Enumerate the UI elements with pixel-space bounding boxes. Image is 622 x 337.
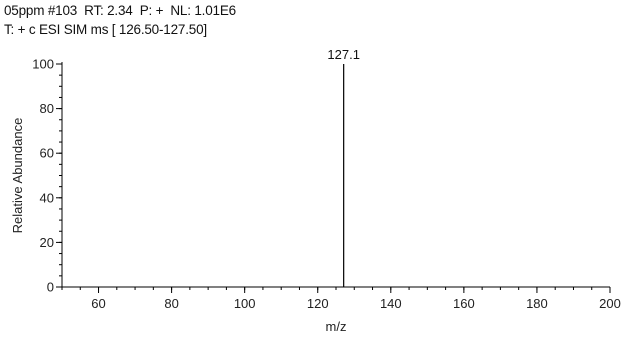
x-tick-label: 120 xyxy=(307,296,329,311)
peak-label: 127.1 xyxy=(327,47,360,62)
y-axis-label: Relative Abundance xyxy=(10,118,25,234)
x-tick-label: 140 xyxy=(380,296,402,311)
minor-ticks xyxy=(59,63,611,290)
x-axis-label: m/z xyxy=(326,319,347,334)
x-tick-label: 100 xyxy=(234,296,256,311)
y-tick-label: 100 xyxy=(32,57,54,72)
y-tick-label: 0 xyxy=(47,280,54,295)
spectrum-peaks: 127.1 xyxy=(327,47,360,287)
y-tick-label: 80 xyxy=(40,101,54,116)
x-tick-label: 180 xyxy=(526,296,548,311)
scan-info-header: 05ppm #103 RT: 2.34 P: + NL: 1.01E6 xyxy=(4,3,236,18)
x-axis-ticks: 60 80 100 120 140 160 180 200 xyxy=(91,287,621,311)
x-tick-label: 200 xyxy=(599,296,621,311)
y-tick-label: 40 xyxy=(40,190,54,205)
x-tick-label: 60 xyxy=(91,296,105,311)
y-tick-label: 20 xyxy=(40,235,54,250)
chart-axes xyxy=(61,62,610,288)
scan-filter-header: T: + c ESI SIM ms [ 126.50-127.50] xyxy=(4,22,207,37)
x-tick-label: 80 xyxy=(164,296,178,311)
x-tick-label: 160 xyxy=(453,296,475,311)
y-tick-label: 60 xyxy=(40,146,54,161)
y-axis-ticks: 0 20 40 60 80 100 xyxy=(32,57,62,295)
